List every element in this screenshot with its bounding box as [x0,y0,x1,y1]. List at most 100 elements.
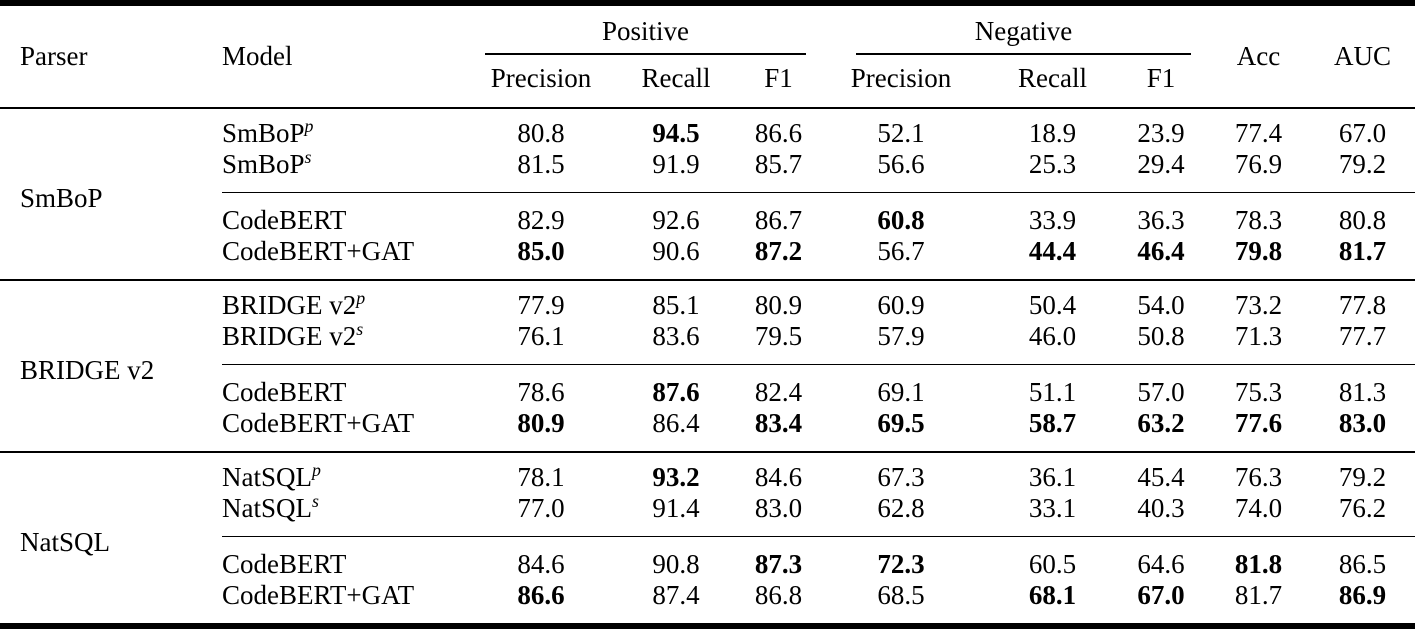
table-row: SmBoP SmBoPp 80.8 94.5 86.6 52.1 18.9 23… [0,108,1415,213]
cell-pos-f1: 84.6 [754,462,803,492]
col-header-auc: AUC [1334,41,1392,71]
positive-spanner-rule: Positive [485,16,807,55]
cell-neg-recall: 44.4 [1028,236,1077,266]
cell-auc: 77.8 [1338,290,1387,320]
col-header-pos-f1: F1 [764,63,793,93]
negative-group-header: Negative [812,3,1207,55]
col-header-pos-recall: Recall [641,63,711,93]
col-header-neg-recall: Recall [1018,63,1088,93]
table-row: SmBoPs 81.5 91.9 85.7 56.6 25.3 29.4 76.… [0,148,1415,193]
model-name: BRIDGE v2 [222,321,357,351]
cell-neg-recall: 46.0 [1028,321,1077,351]
cell-neg-recall: 50.4 [1028,290,1077,320]
cell-neg-recall: 33.9 [990,192,1116,236]
cell-acc: 76.3 [1234,462,1283,492]
cell-pos-f1: 85.7 [754,149,803,179]
cell-neg-recall: 68.1 [1028,580,1077,610]
parser-cell: SmBoP [20,183,103,213]
cell-auc: 81.7 [1338,236,1387,266]
cell-pos-precision: 80.9 [517,408,565,438]
cell-neg-f1: 29.4 [1137,149,1185,179]
table-row: CodeBERT+GAT 86.6 87.4 86.8 68.5 68.1 67… [0,580,1415,626]
model-cell: SmBoPs [222,148,475,193]
model-superscript: s [312,491,319,511]
cell-neg-precision: 68.5 [877,580,925,610]
cell-pos-f1: 86.7 [745,192,813,236]
cell-neg-recall: 33.1 [1028,493,1077,523]
cell-pos-recall: 94.5 [652,118,700,148]
cell-neg-precision: 69.1 [812,364,991,408]
cell-pos-precision: 82.9 [475,192,607,236]
cell-auc: 79.2 [1338,462,1387,492]
cell-pos-precision: 81.5 [517,149,565,179]
positive-group-header: Positive [475,3,812,55]
model-cell: SmBoPp [222,108,475,149]
model-name: NatSQL [222,462,312,492]
model-cell: BRIDGE v2p [222,280,475,321]
cell-auc: 83.0 [1338,408,1387,438]
cell-neg-precision: 60.8 [812,192,991,236]
cell-pos-precision: 80.8 [517,118,565,148]
cell-auc: 81.3 [1310,364,1415,408]
cell-acc: 71.3 [1234,321,1283,351]
cell-pos-f1: 86.6 [754,118,803,148]
model-cell: CodeBERT [222,364,475,408]
header-subrow: Precision Recall F1 Precision Recall F1 [0,55,1415,108]
model-name: SmBoP [222,149,305,179]
table-row: NatSQLs 77.0 91.4 83.0 62.8 33.1 40.3 74… [0,491,1415,537]
cell-neg-precision: 57.9 [877,321,925,351]
model-name: NatSQL [222,493,312,523]
model-superscript: p [312,460,321,480]
cell-auc: 86.9 [1338,580,1387,610]
cell-auc: 67.0 [1338,118,1387,148]
group-natsql: NatSQL NatSQLp 78.1 93.2 84.6 67.3 36.1 … [0,452,1415,626]
model-cell: CodeBERT+GAT [222,408,475,452]
cell-auc: 86.5 [1310,536,1415,580]
table-row: CodeBERT+GAT 80.9 86.4 83.4 69.5 58.7 63… [0,408,1415,452]
cell-pos-precision: 78.1 [517,462,565,492]
col-header-parser: Parser [20,41,88,71]
cell-neg-f1: 50.8 [1137,321,1185,351]
cell-pos-recall: 90.6 [652,236,700,266]
model-cell: NatSQLp [222,452,475,493]
cell-pos-f1: 80.9 [754,290,803,320]
positive-label: Positive [602,16,690,46]
cell-pos-recall: 91.9 [652,149,700,179]
table-row: BRIDGE v2 BRIDGE v2p 77.9 85.1 80.9 60.9… [0,280,1415,385]
cell-pos-f1: 87.3 [745,536,813,580]
negative-spanner-rule: Negative [856,16,1192,55]
negative-label: Negative [974,16,1073,46]
cell-pos-recall: 85.1 [652,290,700,320]
cell-pos-f1: 83.4 [754,408,803,438]
cell-auc: 80.8 [1310,192,1415,236]
cell-pos-f1: 82.4 [745,364,813,408]
parser-cell: BRIDGE v2 [20,355,155,385]
cell-pos-precision: 85.0 [517,236,565,266]
table-row: CodeBERT 84.6 90.8 87.3 72.3 60.5 64.6 8… [0,536,1415,580]
cell-neg-recall: 51.1 [990,364,1116,408]
cell-pos-recall: 92.6 [607,192,745,236]
cell-pos-f1: 83.0 [754,493,803,523]
cell-pos-recall: 86.4 [652,408,700,438]
model-name: CodeBERT [222,549,347,579]
cell-acc: 79.8 [1234,236,1283,266]
cell-neg-recall: 58.7 [1028,408,1077,438]
cell-pos-precision: 77.0 [517,493,565,523]
model-cell: CodeBERT [222,536,475,580]
model-superscript: s [356,319,364,339]
model-name: BRIDGE v2 [222,290,357,320]
cell-pos-precision: 84.6 [475,536,607,580]
model-name: CodeBERT [222,377,347,407]
cell-pos-recall: 93.2 [652,462,700,492]
cell-neg-recall: 25.3 [1028,149,1077,179]
group-bridge-v2: BRIDGE v2 BRIDGE v2p 77.9 85.1 80.9 60.9… [0,280,1415,452]
model-cell: NatSQLs [222,491,475,537]
cell-acc: 75.3 [1207,364,1311,408]
cell-acc: 81.8 [1207,536,1311,580]
model-superscript: p [356,288,366,308]
cell-pos-f1: 86.8 [754,580,803,610]
cell-neg-f1: 36.3 [1115,192,1208,236]
model-cell: CodeBERT+GAT [222,236,475,280]
cell-acc: 76.9 [1234,149,1283,179]
